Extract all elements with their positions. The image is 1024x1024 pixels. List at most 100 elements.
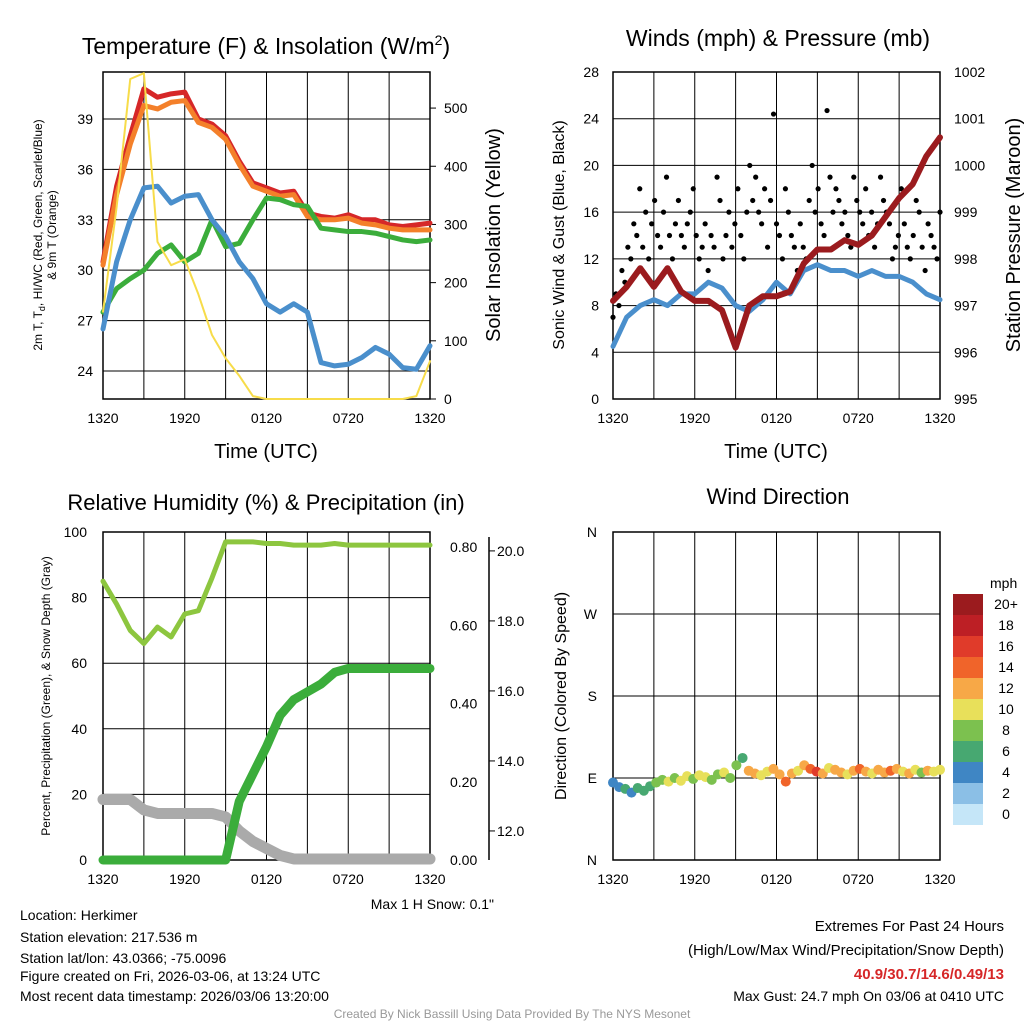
gust-point [788, 232, 794, 239]
x-tick-label: 1320 [597, 871, 628, 887]
max-snow-note: Max 1 H Snow: 0.1" [371, 896, 494, 912]
chart-title: Temperature (F) & Insolation (W/m2) [82, 32, 450, 59]
location: Location: Herkimer [20, 907, 138, 923]
y-tick-label: S [588, 688, 597, 704]
y-tick-label: 39 [77, 111, 93, 127]
gust-point [729, 244, 735, 250]
gust-point [660, 209, 667, 215]
colorbar-label: 14 [998, 659, 1014, 675]
gust-point [753, 174, 759, 180]
gust-point [714, 174, 720, 180]
snow-tick-label: 20.0 [497, 543, 524, 559]
gust-point [872, 244, 878, 250]
gust-point [675, 197, 682, 204]
x-tick-label: 0720 [843, 410, 874, 426]
x-tick-label: 1920 [169, 410, 200, 426]
x-tick-label: 1320 [87, 871, 118, 887]
y-tick-label: 0 [591, 391, 599, 407]
gust-point [708, 232, 714, 239]
snow-tick-label: 16.0 [497, 683, 524, 699]
snow-tick-label: 18.0 [497, 613, 524, 629]
x-tick-label: 1320 [414, 871, 445, 887]
gust-point [919, 244, 925, 250]
colorbar-swatch [953, 615, 983, 636]
y-tick-label: 60 [71, 655, 87, 671]
y2-axis-label: Solar Insolation (Yellow) [483, 128, 505, 342]
snow-tick-label: 12.0 [497, 823, 524, 839]
colorbar-label: 10 [998, 701, 1014, 717]
gust-point [869, 209, 875, 215]
gust-point [854, 197, 860, 204]
colorbar-swatch [953, 657, 983, 678]
gust-point [863, 186, 869, 192]
gust-point [779, 256, 786, 262]
y2-tick-label: 400 [444, 158, 468, 174]
gust-point [657, 244, 664, 250]
gust-point [809, 162, 815, 169]
series-sonic-wind [610, 262, 943, 349]
y2-tick-label: 500 [444, 100, 468, 116]
precip-tick-label: 0.80 [450, 539, 477, 555]
gust-point [782, 186, 789, 192]
gust-point [726, 209, 732, 215]
precip-tick-label: 0.40 [450, 696, 477, 712]
series-hi-wc [100, 195, 433, 315]
gust-point [705, 267, 711, 274]
gust-point [901, 221, 907, 227]
gust-point [812, 209, 818, 215]
gust-point [649, 221, 655, 227]
gust-point [654, 232, 661, 239]
direction-point [774, 769, 785, 780]
series-snow-depth [97, 793, 436, 865]
gust-point [818, 221, 824, 227]
colorbar-label: 18 [998, 617, 1014, 633]
colorbar-swatch [953, 720, 983, 741]
colorbar-swatch [953, 636, 983, 657]
y-tick-label: 0 [79, 852, 87, 868]
y2-tick-label: 998 [954, 251, 978, 267]
gust-point [934, 256, 940, 262]
gust-point [610, 314, 616, 320]
gust-point [764, 244, 771, 250]
colorbar-swatch [953, 594, 983, 615]
y-axis-label: 2m T, Td, HI/WC (Red, Green, Scarlet/Blu… [31, 119, 47, 350]
max-gust: Max Gust: 24.7 mph On 03/06 at 0410 UTC [733, 988, 1004, 1004]
x-tick-label: 1920 [679, 410, 710, 426]
precip-tick-label: 0.20 [450, 774, 477, 790]
y-tick-label: 30 [77, 262, 93, 278]
gust-point [720, 256, 726, 262]
gust-point [678, 232, 684, 239]
y-axis-label-line2: & 9m T (Orange) [45, 190, 59, 280]
gust-point [830, 209, 836, 215]
chart-title: Wind Direction [706, 484, 849, 509]
gust-point [762, 186, 768, 192]
x-tick-label: 1320 [414, 410, 445, 426]
gust-point [907, 256, 913, 262]
colorbar-label: 2 [1002, 785, 1010, 801]
y-tick-label: 33 [77, 212, 93, 228]
series-precipitation [98, 663, 435, 865]
gust-point [681, 244, 687, 250]
x-axis-label: Time (UTC) [724, 441, 828, 463]
gust-point [744, 209, 750, 215]
y-tick-label: N [587, 524, 597, 540]
y2-tick-label: 999 [954, 204, 978, 220]
gust-point [628, 256, 634, 262]
gust-point [672, 221, 679, 227]
gust-point [640, 244, 646, 250]
gust-point [922, 267, 928, 274]
gust-point [699, 244, 705, 250]
gust-point [800, 244, 806, 250]
gust-point [910, 232, 916, 239]
precip-tick-label: 0.00 [450, 852, 477, 868]
y2-tick-label: 1001 [954, 111, 985, 127]
gust-point [824, 107, 830, 114]
series-relative-humidity [100, 539, 433, 647]
direction-point [725, 773, 736, 783]
gust-point [666, 232, 673, 239]
gust-point [836, 197, 842, 204]
direction-point [935, 764, 945, 775]
extremes-subtitle: (High/Low/Max Wind/Precipitation/Snow De… [688, 942, 1004, 959]
gust-point [860, 221, 866, 227]
colorbar-swatch [953, 762, 983, 783]
